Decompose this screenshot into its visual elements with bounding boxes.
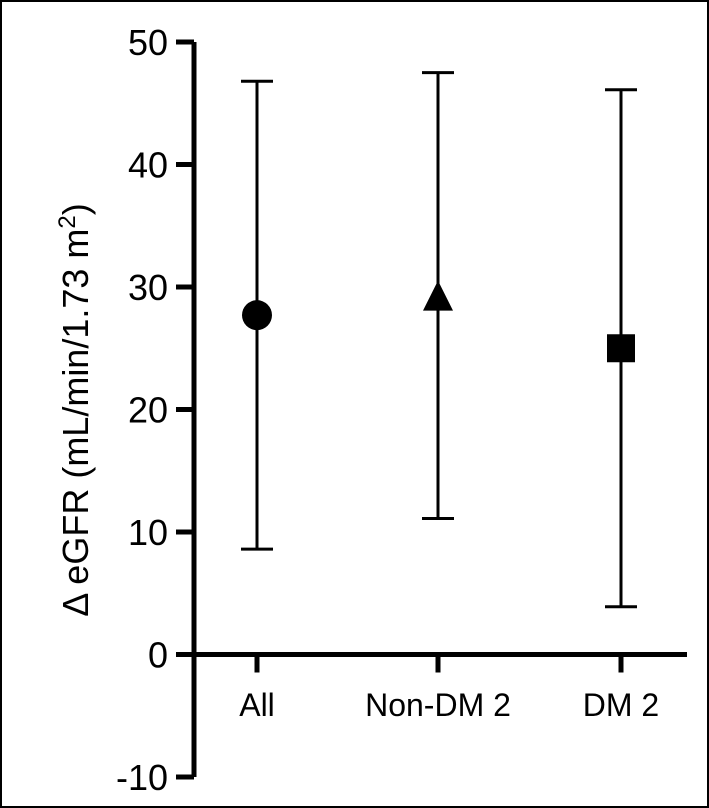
data-point-triangle	[423, 280, 453, 311]
y-axis-label-sup: 2	[54, 215, 81, 228]
y-tick-label: 50	[128, 22, 168, 63]
x-axis	[194, 652, 687, 673]
data-point-circle	[242, 300, 272, 331]
y-axis: -10 0 10 20 30 40 50	[116, 22, 197, 798]
category-labels: All Non-DM 2 DM 2	[239, 687, 659, 723]
category-label: All	[239, 687, 275, 723]
y-tick-label: 40	[128, 145, 168, 186]
y-axis-label: Δ eGFR (mL/min/1.73 m2)	[54, 203, 97, 617]
y-tick-label: 30	[128, 267, 168, 308]
y-tick-label: 10	[128, 512, 168, 553]
category-label: DM 2	[583, 687, 659, 723]
y-tick-label: 0	[148, 635, 168, 676]
data-markers	[242, 280, 635, 363]
y-axis-label-main: Δ eGFR (mL/min/1.73 m	[55, 229, 96, 617]
category-label: Non-DM 2	[365, 687, 511, 723]
y-tick-label: -10	[116, 757, 168, 798]
error-bars	[241, 71, 637, 609]
y-tick-label: 20	[128, 390, 168, 431]
data-point-square	[607, 334, 635, 363]
y-axis-label-end: )	[55, 203, 96, 215]
